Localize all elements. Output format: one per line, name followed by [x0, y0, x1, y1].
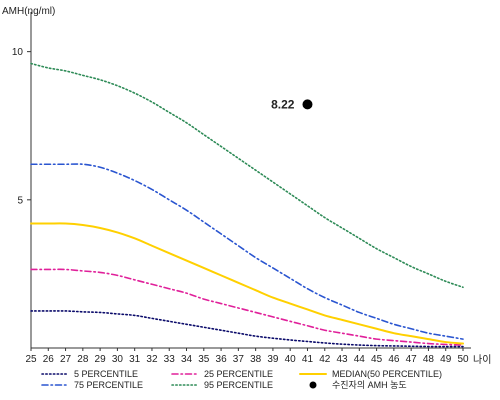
x-tick-label: 45	[371, 354, 383, 365]
series-line-3	[30, 222, 464, 345]
legend-swatch-point	[309, 381, 317, 389]
chart-axes: AMH(ng/ml) 5 10 25 26 27 28 29 30 31 32 33 34 35 36 37 3…	[2, 6, 491, 366]
x-tick-label: 43	[336, 354, 348, 365]
chart-legend: 5 PERCENTILE 25 PERCENTILE MEDIAN(50 PERCE…	[41, 369, 442, 390]
x-tick-label: 38	[250, 354, 262, 365]
x-tick-label: 37	[233, 354, 245, 365]
x-axis-title: 나이	[473, 354, 491, 366]
legend-label-point: 수진자의 AMH 농도	[332, 380, 407, 390]
x-tick-label: 44	[354, 354, 366, 365]
x-tick-label: 36	[216, 354, 228, 365]
x-tick-label: 33	[164, 354, 176, 365]
x-tick-label: 49	[440, 354, 452, 365]
x-tick-label: 47	[406, 354, 418, 365]
legend-label-1: 5 PERCENTILE	[74, 369, 138, 379]
series-line-5	[30, 62, 464, 289]
y-axis-title: AMH(ng/ml)	[2, 6, 55, 17]
x-tick-label: 27	[60, 354, 72, 365]
x-tick-label: 40	[285, 354, 297, 365]
patient-point-label: 8.22	[271, 97, 295, 111]
x-tick-label: 48	[423, 354, 435, 365]
x-tick-label: 32	[146, 354, 158, 365]
x-tick-label: 34	[181, 354, 193, 365]
y-tick-label: 5	[17, 195, 23, 206]
x-tick-label: 26	[43, 354, 55, 365]
x-tick-label: 41	[302, 354, 314, 365]
x-tick-label: 31	[129, 354, 141, 365]
x-tick-label: 39	[267, 354, 279, 365]
series-line-4	[30, 163, 464, 340]
x-tick-label: 29	[95, 354, 107, 365]
x-tick-label: 46	[388, 354, 400, 365]
y-tick-label: 10	[12, 47, 24, 58]
chart-point-group: 8.22	[271, 97, 313, 111]
chart-series-group	[30, 62, 464, 348]
series-line-2	[30, 268, 464, 346]
series-line-1	[30, 310, 464, 348]
legend-label-4: 75 PERCENTILE	[74, 380, 143, 390]
legend-label-5: 95 PERCENTILE	[204, 380, 273, 390]
x-tick-label: 50	[457, 354, 469, 365]
x-tick-label: 42	[319, 354, 331, 365]
legend-label-3: MEDIAN(50 PERCENTILE)	[332, 369, 442, 379]
x-tick-label: 25	[25, 354, 37, 365]
x-tick-label: 30	[112, 354, 124, 365]
patient-point	[302, 99, 313, 110]
x-tick-label: 35	[198, 354, 210, 365]
legend-label-2: 25 PERCENTILE	[204, 369, 273, 379]
x-tick-label: 28	[77, 354, 89, 365]
